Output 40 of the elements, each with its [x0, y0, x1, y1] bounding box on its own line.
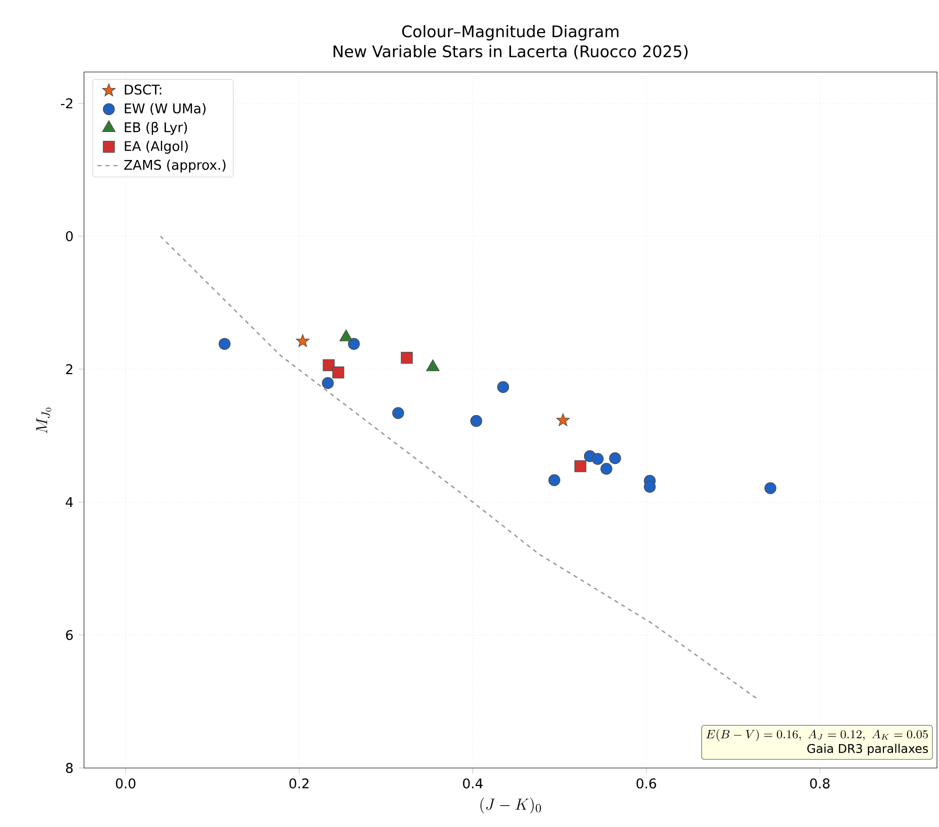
x-tick-label: 0.0 — [116, 778, 136, 788]
y-tick-label: 0 — [66, 231, 73, 242]
chart-title: Colour–Magnitude Diagram — [402, 25, 618, 40]
y-tick-label: 8 — [66, 762, 73, 774]
y-tick-label: 6 — [66, 630, 73, 640]
point — [764, 482, 776, 494]
legend-label: DSCT: — [124, 84, 162, 95]
legend-label: EW (W UMa) — [124, 103, 206, 115]
point — [322, 377, 334, 390]
annotation: Gaia DR3 parallaxes — [807, 744, 928, 756]
legend-label: EB (β Lyr) — [124, 122, 187, 135]
x-tick-label: 0.4 — [463, 778, 483, 788]
point — [574, 460, 586, 472]
x-tick-label: 0.6 — [636, 778, 656, 788]
x-tick-label: 0.2 — [289, 778, 308, 788]
x-axis-title: $(J-K)_0$ — [480, 798, 541, 814]
y-tick-label: 4 — [66, 497, 73, 507]
point — [644, 480, 656, 493]
legend-label: ZAMS (approx.) — [124, 160, 226, 172]
point — [470, 415, 482, 427]
point — [592, 452, 604, 465]
y-tick-label: -2 — [60, 98, 72, 108]
point — [348, 338, 360, 350]
point — [600, 462, 612, 475]
chart-subtitle: New Variable Stars in Lacerta (Ruocco 2025) — [334, 45, 688, 60]
annotation: $E(B-V)=0.16,\ A_J=0.12,\ A_K=0.05$ — [706, 729, 928, 742]
point — [609, 452, 622, 464]
point — [400, 352, 413, 364]
point — [548, 474, 560, 486]
x-tick-label: 0.8 — [810, 778, 830, 788]
y-axis-title: $M_{J_0}$ — [36, 408, 52, 434]
point — [556, 413, 570, 426]
y-tick-label: 2 — [66, 364, 72, 374]
point — [332, 366, 344, 378]
point — [392, 407, 404, 419]
point — [296, 334, 310, 347]
point — [322, 359, 335, 372]
point — [497, 381, 510, 394]
legend-label: EA (Algol) — [124, 140, 188, 154]
point — [218, 338, 231, 350]
